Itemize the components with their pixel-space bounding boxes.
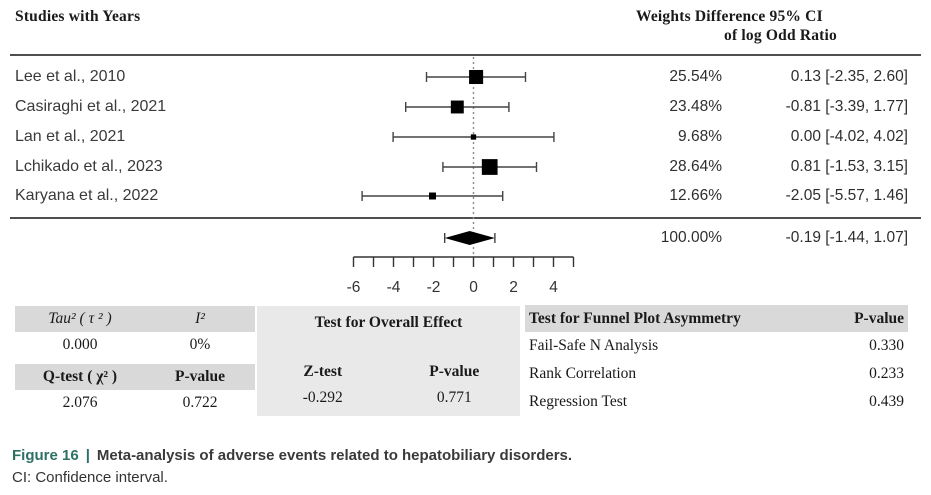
effect-square [481, 159, 498, 175]
caption-separator: | [85, 447, 90, 464]
x-axis-label: 2 [509, 279, 518, 296]
x-axis-label: -4 [387, 279, 401, 296]
funnel-row-value: 0.330 [869, 337, 904, 354]
study-label: Karyana et al., 2022 [15, 187, 159, 204]
total-separator-rule [10, 217, 921, 219]
effect-square [450, 100, 464, 114]
study-difference-ci: 0.13 [-2.35, 2.60] [790, 68, 908, 85]
weights-difference-column-header: Weights Difference 95% CI [636, 8, 823, 25]
overall-diamond [444, 231, 495, 245]
study-weight: 28.64% [669, 158, 722, 175]
ztest-value: -0.292 [302, 389, 343, 406]
funnel-row-value: 0.233 [869, 365, 904, 382]
study-weight: 12.66% [669, 187, 722, 204]
i2-value: 0% [189, 336, 211, 353]
ztest-header: Z-test [303, 363, 343, 380]
study-label: Lchikado et al., 2023 [15, 158, 163, 175]
x-axis-label: 0 [469, 279, 478, 296]
top-rule [10, 54, 921, 56]
overall-pvalue-value: 0.771 [436, 389, 472, 406]
i2-header: I² [195, 310, 205, 327]
study-difference-ci: -2.05 [-5.57, 1.46] [785, 187, 908, 204]
qtest-pvalue-value: 0.722 [182, 394, 218, 411]
overall-effect-table: Test for Overall Effect Z-test P-value -… [257, 306, 520, 416]
studies-column-header: Studies with Years [15, 8, 141, 25]
study-weight: 23.48% [669, 98, 722, 115]
effect-square [470, 134, 477, 140]
qtest-header: Q-test ( χ² ) [42, 368, 118, 385]
figure-caption: Figure 16 | Meta-analysis of adverse event… [12, 447, 572, 464]
study-weight: 9.68% [678, 128, 722, 145]
heterogeneity-table: Tau² ( τ ² ) I² 0.000 0% Q-test ( χ² ) P… [15, 306, 255, 415]
tau2-header: Tau² ( τ ² ) [48, 310, 112, 327]
study-difference-ci: -0.81 [-3.39, 1.77] [785, 98, 908, 115]
forest-plot-canvas: -6 -4 -2 0 2 4 [347, 57, 575, 296]
study-difference-ci: 0.81 [-1.53, 3.15] [790, 158, 908, 175]
caption-note: CI: Confidence interval. [12, 469, 168, 486]
overall-effect-title: Test for Overall Effect [314, 314, 463, 331]
figure-number: Figure 16 [12, 447, 79, 464]
overall-difference-ci: -0.19 [-1.44, 1.07] [785, 229, 908, 246]
study-difference-ci: 0.00 [-4.02, 4.02] [790, 128, 908, 145]
x-axis-label: 4 [549, 279, 558, 296]
caption-title: Meta-analysis of adverse events related … [96, 447, 573, 464]
funnel-row-value: 0.439 [869, 393, 904, 410]
effect-square [469, 69, 484, 85]
x-axis-label: -6 [347, 279, 361, 296]
study-label: Lee et al., 2010 [15, 68, 126, 85]
overall-weight: 100.00% [660, 229, 722, 246]
funnel-pvalue-header: P-value [854, 310, 904, 327]
study-label: Lan et al., 2021 [15, 128, 126, 145]
effect-square [429, 192, 436, 200]
funnel-row-label: Rank Correlation [529, 365, 637, 382]
log-odd-ratio-subheader: of log Odd Ratio [724, 27, 838, 44]
funnel-row-label: Regression Test [529, 393, 628, 410]
overall-pvalue-header: P-value [429, 363, 480, 380]
study-weight: 25.54% [669, 68, 722, 85]
study-label: Casiraghi et al., 2021 [15, 98, 167, 115]
funnel-row-label: Fail-Safe N Analysis [529, 337, 659, 354]
funnel-title: Test for Funnel Plot Asymmetry [529, 310, 741, 327]
funnel-asymmetry-table: Test for Funnel Plot Asymmetry P-value F… [525, 305, 908, 416]
tau2-value: 0.000 [62, 336, 98, 353]
x-axis-label: -2 [427, 279, 441, 296]
qtest-pvalue-header: P-value [175, 368, 225, 385]
qtest-value: 2.076 [62, 394, 98, 411]
